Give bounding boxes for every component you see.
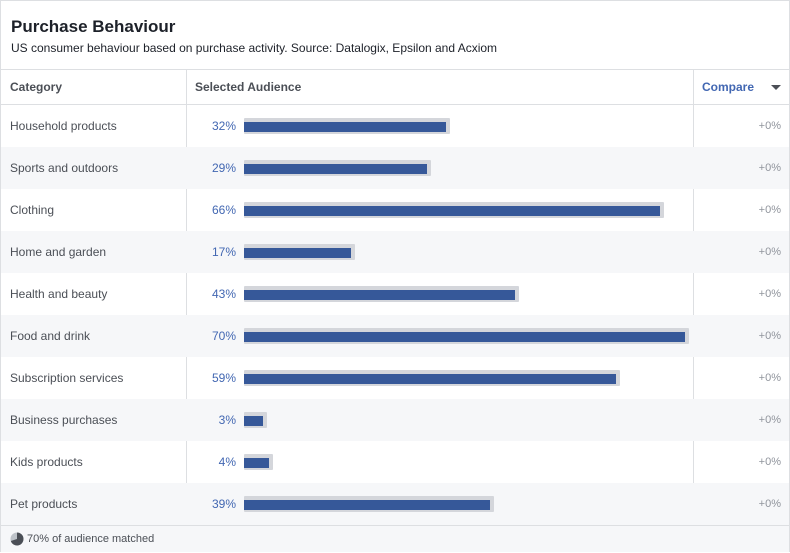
table-row[interactable]: Clothing 66% +0% bbox=[1, 189, 789, 231]
row-compare-value: +0% bbox=[758, 372, 781, 384]
audience-bar-fill bbox=[244, 164, 427, 174]
audience-bar-fill bbox=[244, 332, 685, 342]
audience-bar-fill bbox=[244, 500, 490, 510]
chevron-down-icon[interactable] bbox=[771, 85, 781, 90]
row-percent: 17% bbox=[211, 245, 236, 259]
row-compare-value: +0% bbox=[758, 246, 781, 258]
row-percent: 66% bbox=[211, 203, 236, 217]
audience-bar-fill bbox=[244, 206, 660, 216]
card-title: Purchase Behaviour bbox=[11, 17, 176, 36]
row-category: Kids products bbox=[10, 455, 83, 469]
audience-bar bbox=[244, 244, 355, 260]
table-row[interactable]: Household products 32% +0% bbox=[1, 105, 789, 147]
audience-bar bbox=[244, 160, 431, 176]
row-percent: 32% bbox=[211, 119, 236, 133]
row-percent: 4% bbox=[218, 455, 236, 469]
audience-bar-fill bbox=[244, 458, 269, 468]
table-row[interactable]: Subscription services 59% +0% bbox=[1, 357, 789, 399]
table-row[interactable]: Health and beauty 43% +0% bbox=[1, 273, 789, 315]
table-row[interactable]: Food and drink 70% +0% bbox=[1, 315, 789, 357]
row-category: Sports and outdoors bbox=[10, 161, 119, 175]
pie-chart-icon bbox=[10, 532, 24, 546]
row-compare-value: +0% bbox=[758, 498, 781, 510]
audience-bar bbox=[244, 496, 494, 512]
row-percent: 70% bbox=[211, 329, 236, 343]
row-percent: 43% bbox=[211, 287, 236, 301]
audience-bar bbox=[244, 370, 620, 386]
table-row[interactable]: Business purchases 3% +0% bbox=[1, 399, 789, 441]
audience-table: Category Selected Audience Compare bbox=[1, 69, 789, 105]
audience-bar bbox=[244, 454, 273, 470]
table-row[interactable]: Pet products 39% +0% bbox=[1, 483, 789, 525]
audience-bar bbox=[244, 286, 519, 302]
row-compare-value: +0% bbox=[758, 120, 781, 132]
audience-bar bbox=[244, 118, 450, 134]
audience-bar bbox=[244, 202, 664, 218]
row-percent: 39% bbox=[211, 497, 236, 511]
card-header: Purchase Behaviour US consumer behaviour… bbox=[1, 1, 789, 69]
card-subtitle: US consumer behaviour based on purchase … bbox=[11, 41, 498, 55]
column-divider bbox=[186, 69, 187, 525]
audience-bar-fill bbox=[244, 248, 351, 258]
audience-bar-fill bbox=[244, 374, 616, 384]
row-category: Health and beauty bbox=[10, 287, 108, 301]
row-category: Subscription services bbox=[10, 371, 124, 385]
row-category: Household products bbox=[10, 119, 117, 133]
row-compare-value: +0% bbox=[758, 204, 781, 216]
row-category: Clothing bbox=[10, 203, 55, 217]
row-compare-value: +0% bbox=[758, 288, 781, 300]
table-row[interactable]: Home and garden 17% +0% bbox=[1, 231, 789, 273]
row-compare-value: +0% bbox=[758, 162, 781, 174]
table-header: Category Selected Audience Compare bbox=[1, 69, 789, 105]
row-compare-value: +0% bbox=[758, 456, 781, 468]
card-footer: 70% of audience matched bbox=[1, 525, 789, 552]
row-percent: 29% bbox=[211, 161, 236, 175]
row-category: Home and garden bbox=[10, 245, 107, 259]
audience-matched-text: 70% of audience matched bbox=[27, 533, 155, 545]
audience-bar bbox=[244, 328, 689, 344]
table-row[interactable]: Kids products 4% +0% bbox=[1, 441, 789, 483]
column-header-selected-audience[interactable]: Selected Audience bbox=[195, 80, 302, 94]
row-compare-value: +0% bbox=[758, 414, 781, 426]
audience-bar-fill bbox=[244, 416, 263, 426]
column-header-category[interactable]: Category bbox=[10, 80, 63, 94]
audience-bar-fill bbox=[244, 122, 446, 132]
row-compare-value: +0% bbox=[758, 330, 781, 342]
row-category: Business purchases bbox=[10, 413, 118, 427]
row-percent: 59% bbox=[211, 371, 236, 385]
table-body: Household products 32% +0% Sports and outdo… bbox=[1, 105, 789, 525]
table-row[interactable]: Sports and outdoors 29% +0% bbox=[1, 147, 789, 189]
column-divider bbox=[693, 69, 694, 525]
row-category: Food and drink bbox=[10, 329, 91, 343]
compare-dropdown[interactable]: Compare bbox=[702, 80, 755, 94]
audience-bar-fill bbox=[244, 290, 515, 300]
row-category: Pet products bbox=[10, 497, 78, 511]
row-percent: 3% bbox=[218, 413, 236, 427]
audience-bar bbox=[244, 412, 267, 428]
